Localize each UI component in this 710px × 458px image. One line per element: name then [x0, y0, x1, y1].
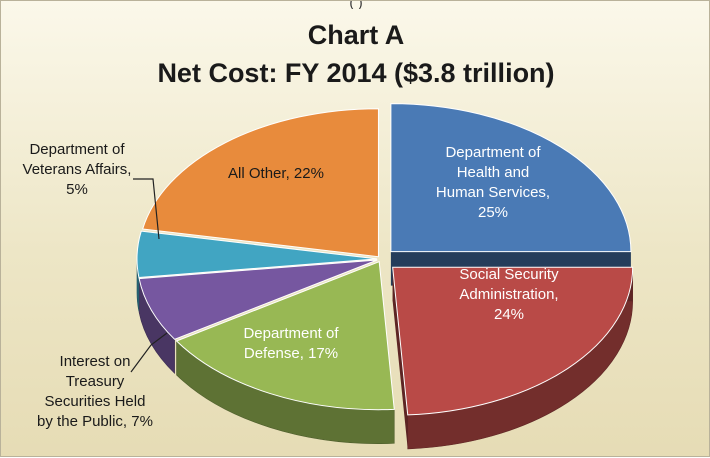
slice-label-line: Interest on — [60, 353, 131, 370]
slice-label-line: 24% — [494, 306, 524, 323]
leader-line — [133, 178, 160, 240]
slice-label-line: 25% — [478, 204, 508, 221]
slice-label-line: Treasury — [66, 373, 125, 390]
chart-subtitle: Net Cost: FY 2014 ($3.8 trillion) — [157, 58, 555, 88]
pie-tops — [136, 103, 634, 416]
slice-label-line: 5% — [66, 181, 88, 198]
pie-slice-1 — [390, 103, 632, 253]
slice-label: Interest on Treasury Securities Held by the… — [37, 353, 153, 430]
slice-label-line: Department of — [243, 325, 339, 342]
slice-label-line: Department of — [29, 141, 125, 158]
slice-label-line: Veterans Affairs, — [23, 161, 132, 178]
slice-label: All Other, 22% — [228, 165, 324, 182]
pie-slice-3 — [175, 260, 395, 411]
chart-title: Chart A — [307, 20, 405, 50]
slice-label: Department of Defense, 17% — [243, 325, 339, 362]
slice-label-line: Social Security — [459, 266, 559, 283]
slice-label-line: Health and — [457, 164, 530, 181]
slice-label-line: Human Services, — [436, 184, 550, 201]
pie-slice-4 — [138, 259, 378, 340]
slice-label-line: Securities Held — [45, 393, 146, 410]
slice-label: Department of Veterans Affairs, 5% — [23, 141, 132, 198]
leader-line — [130, 332, 168, 373]
slice-label-line: Administration, — [459, 286, 558, 303]
slice-label-line: Department of — [445, 144, 541, 161]
slice-label-line: by the Public, 7% — [37, 413, 153, 430]
cropped-top-text: ( ) — [349, 1, 363, 9]
slice-label-line: All Other, 22% — [228, 165, 324, 182]
slice-label: Department of Health and Human Services, 25… — [436, 144, 550, 221]
pie-slice-5 — [136, 230, 378, 278]
pie-slice-face — [392, 267, 408, 449]
slice-label: Social Security Administration, 24% — [459, 266, 559, 323]
slice-label-line: Defense, 17% — [244, 345, 338, 362]
pie-slice-6 — [142, 108, 379, 258]
pie-slice-2 — [392, 266, 634, 416]
